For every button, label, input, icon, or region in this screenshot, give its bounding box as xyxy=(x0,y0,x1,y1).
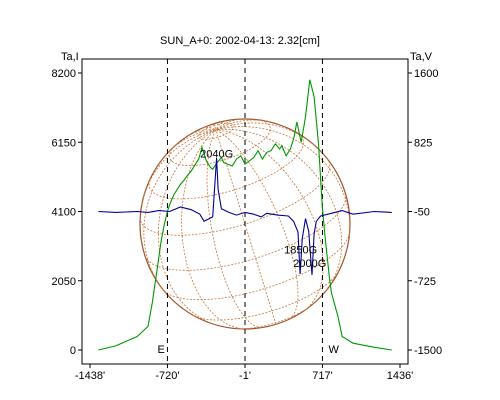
right-y-tick-label: -1500 xyxy=(414,345,442,357)
x-tick-label: -720' xyxy=(155,370,179,382)
longitude-line xyxy=(202,126,217,131)
limb-marker-label: W xyxy=(328,344,339,356)
left-y-tick-label: 8200 xyxy=(52,68,76,80)
longitude-line xyxy=(166,129,216,154)
longitude-line xyxy=(215,128,343,291)
field-annotation-label: 2040G xyxy=(200,148,233,160)
left-y-tick-label: 0 xyxy=(70,345,76,357)
field-annotation-label: 2000G xyxy=(293,258,326,270)
latitude-line xyxy=(144,194,347,271)
longitude-line xyxy=(215,119,270,131)
longitude-line xyxy=(188,129,216,136)
right-axis-label: Ta,V xyxy=(410,51,433,63)
right-y-tick-label: 825 xyxy=(414,137,432,149)
latitude-line xyxy=(139,159,331,236)
longitude-line xyxy=(215,129,324,311)
longitude-line xyxy=(143,129,217,294)
x-tick-label: 717' xyxy=(312,370,332,382)
field-annotation-label: 1850G xyxy=(284,245,317,257)
right-y-tick-label: -725 xyxy=(414,276,436,288)
longitude-line xyxy=(215,118,242,131)
series-layer xyxy=(98,79,392,351)
latitude-line xyxy=(148,133,304,200)
limb-marker-label: E xyxy=(157,344,164,356)
chart-title: SUN_A+0: 2002-04-13: 2.32[cm] xyxy=(160,35,320,47)
longitude-line xyxy=(141,129,217,205)
left-y-tick-label: 4100 xyxy=(52,207,76,219)
right-y-tick-label: -50 xyxy=(414,207,430,219)
longitude-line xyxy=(215,126,351,237)
axis-ticks: -1438' -720' -1' 717' 1436' 0 2050 4100 6150 8200… xyxy=(52,68,443,382)
x-tick-label: -1' xyxy=(239,370,251,382)
left-y-tick-label: 2050 xyxy=(52,276,76,288)
x-tick-label: 1436' xyxy=(387,370,414,382)
longitude-line xyxy=(206,129,262,328)
longitude-line xyxy=(213,123,217,130)
intensity-series-line xyxy=(98,79,392,351)
longitude-line xyxy=(215,120,227,131)
latitude-line xyxy=(193,269,340,321)
longitude-line xyxy=(215,129,299,320)
longitude-line xyxy=(215,122,320,151)
right-y-tick-label: 1600 xyxy=(414,68,438,80)
left-axis-label: Ta,I xyxy=(61,51,79,63)
x-tick-label: -1438' xyxy=(75,370,105,382)
polarization-series-line xyxy=(98,157,392,275)
longitude-line xyxy=(157,129,217,325)
left-y-tick-label: 6150 xyxy=(52,137,76,149)
longitude-line xyxy=(181,129,245,330)
